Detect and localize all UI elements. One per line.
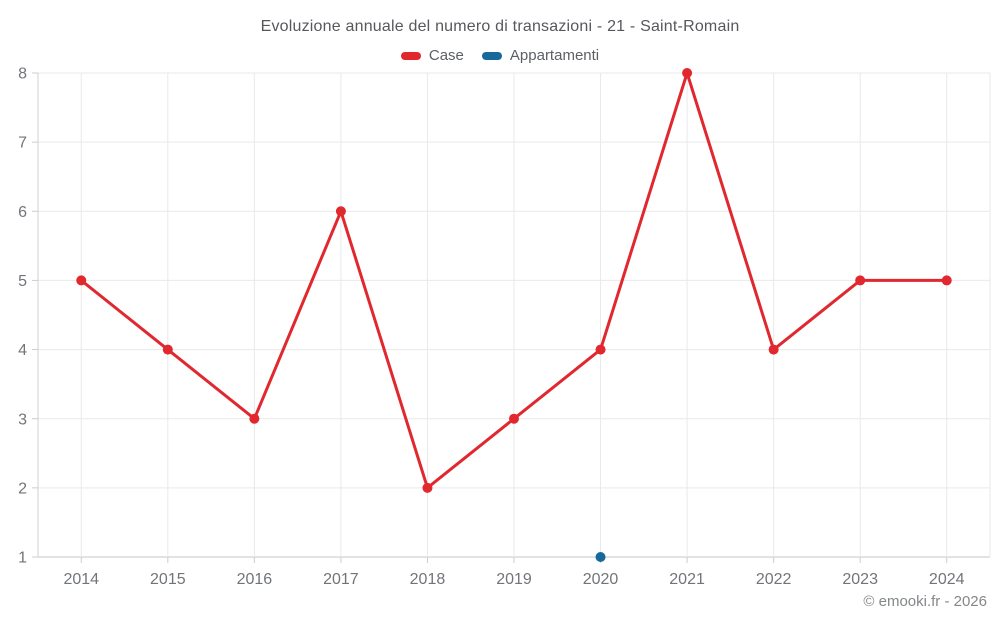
y-tick-label: 4 xyxy=(18,342,27,359)
x-tick-label: 2017 xyxy=(323,571,359,588)
data-point-case[interactable] xyxy=(509,413,519,424)
credit-watermark: © emooki.fr - 2026 xyxy=(863,593,987,610)
legend-swatch-appartamenti-icon xyxy=(481,51,502,60)
y-tick-label: 5 xyxy=(18,273,27,290)
x-tick-label: 2019 xyxy=(496,571,532,588)
chart-title: Evoluzione annuale del numero di transaz… xyxy=(260,18,740,35)
data-point-case[interactable] xyxy=(768,344,779,355)
x-tick-label: 2023 xyxy=(842,571,878,588)
x-tick-label: 2024 xyxy=(929,571,965,588)
legend-label-appartamenti: Appartamenti xyxy=(509,47,600,64)
chart-legend: Case Appartamenti xyxy=(0,47,1000,64)
x-tick-label: 2016 xyxy=(237,571,273,588)
data-point-case[interactable] xyxy=(335,206,346,217)
y-tick-label: 2 xyxy=(18,480,27,497)
legend-label-case: Case xyxy=(428,47,464,64)
legend-item-appartamenti[interactable]: Appartamenti xyxy=(481,47,600,64)
x-tick-label: 2020 xyxy=(583,571,619,588)
data-point-case[interactable] xyxy=(422,482,433,493)
data-point-case[interactable] xyxy=(162,344,173,355)
data-point-case[interactable] xyxy=(855,275,866,286)
y-tick-label: 6 xyxy=(18,204,27,221)
data-point-case[interactable] xyxy=(682,68,693,78)
data-point-case[interactable] xyxy=(76,275,87,286)
y-tick-label: 3 xyxy=(18,411,27,428)
legend-swatch-case-icon xyxy=(400,51,421,60)
x-tick-label: 2014 xyxy=(63,571,99,588)
y-tick-label: 7 xyxy=(18,135,27,152)
x-tick-label: 2015 xyxy=(150,571,186,588)
data-point-case[interactable] xyxy=(595,344,606,355)
data-point-appartamenti[interactable] xyxy=(595,552,606,562)
x-tick-label: 2021 xyxy=(669,571,705,588)
x-tick-label: 2022 xyxy=(756,571,792,588)
y-tick-label: 8 xyxy=(18,66,27,83)
y-tick-label: 1 xyxy=(18,550,27,567)
data-point-case[interactable] xyxy=(249,413,260,424)
data-point-case[interactable] xyxy=(941,275,952,286)
x-tick-label: 2018 xyxy=(410,571,446,588)
legend-item-case[interactable]: Case xyxy=(400,47,464,64)
